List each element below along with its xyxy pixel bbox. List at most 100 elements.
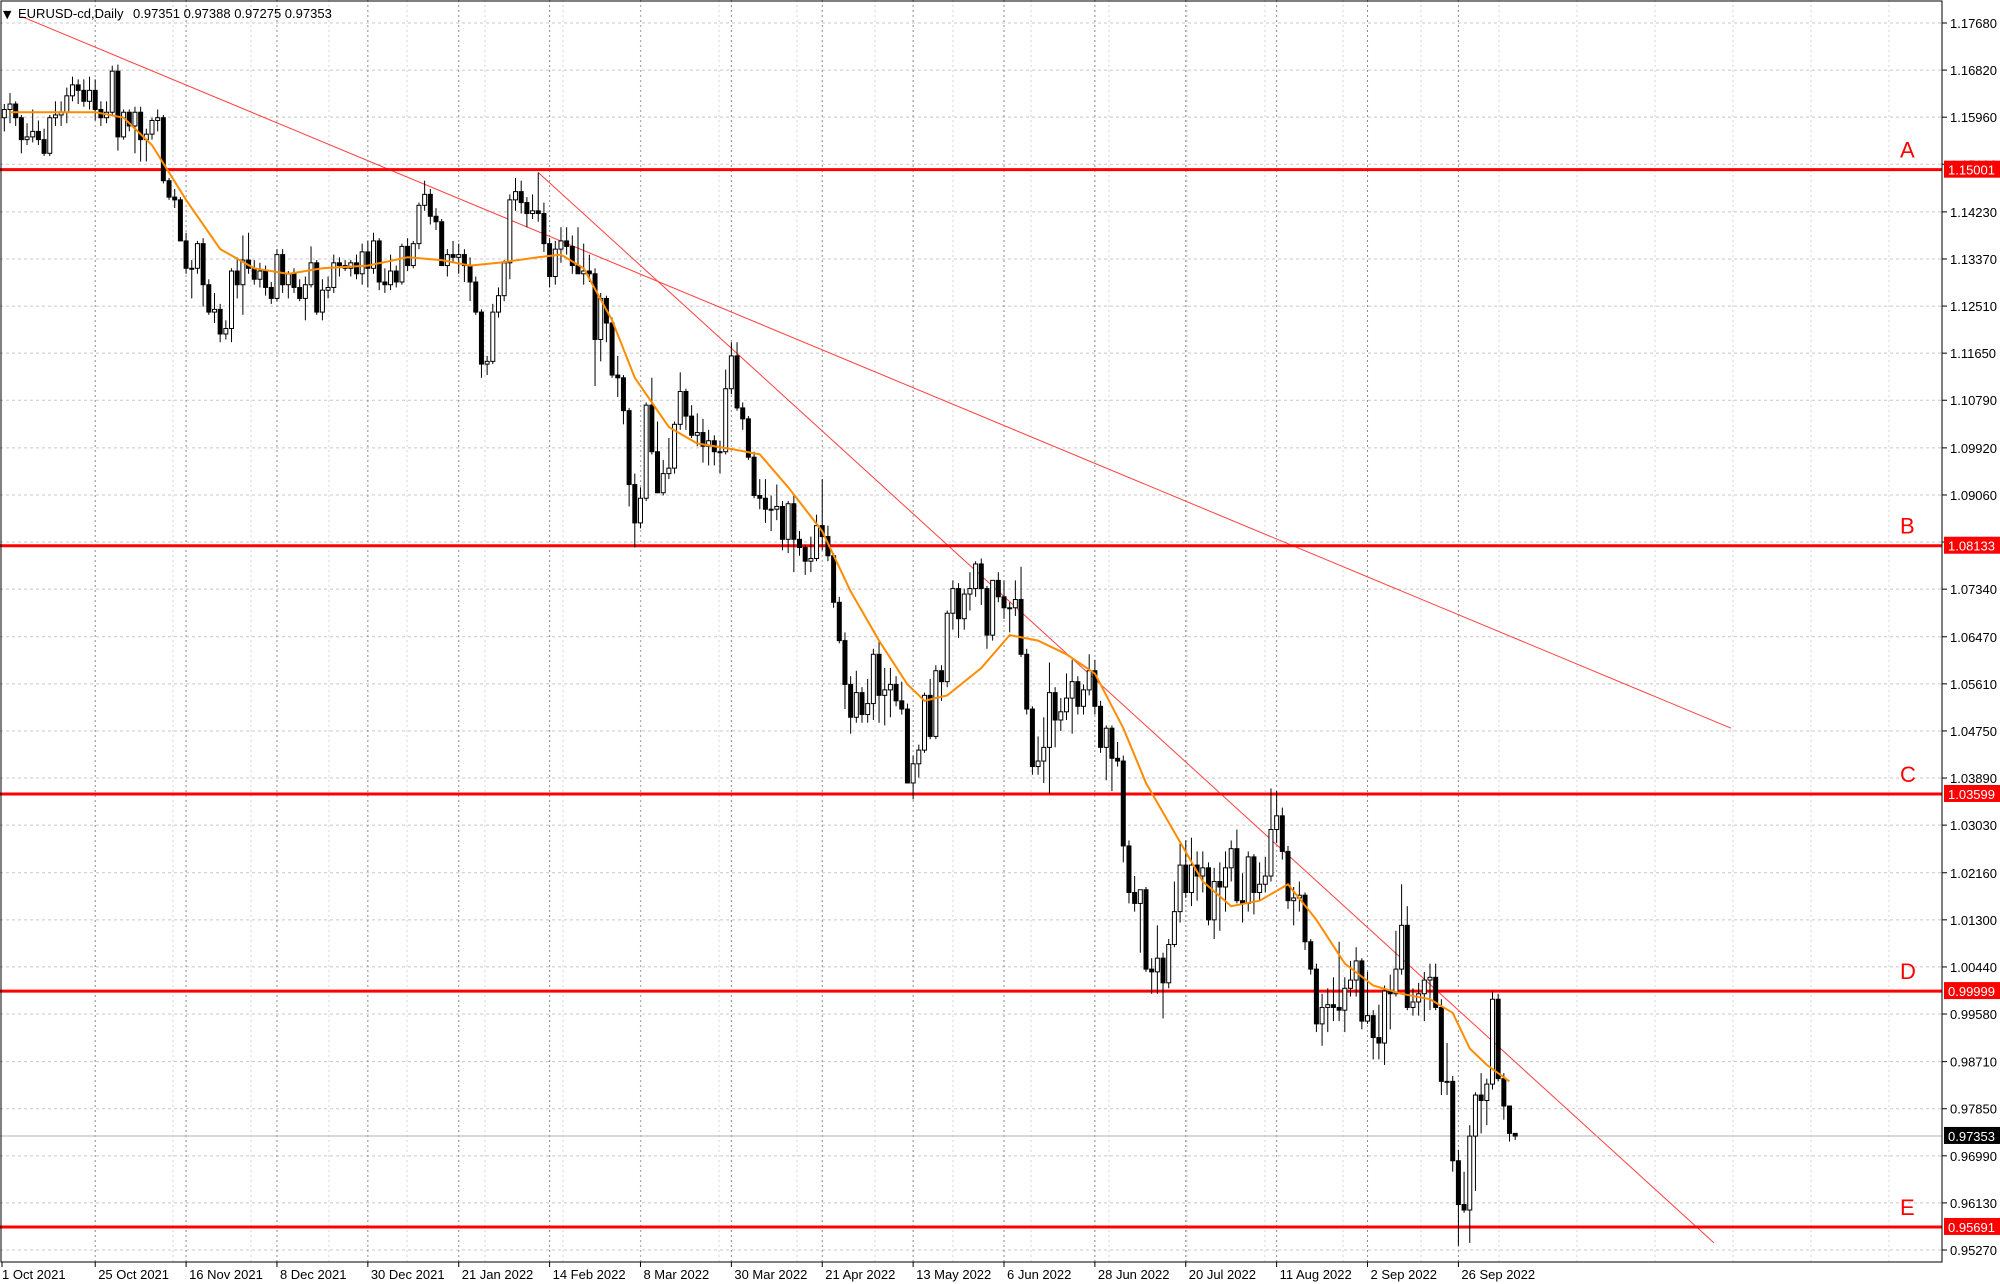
candle-body	[1143, 889, 1149, 970]
candle-body	[524, 202, 530, 215]
candle-body	[24, 136, 30, 141]
time-tick-label: 20 Jul 2022	[1189, 1267, 1256, 1282]
level-price-label: 0.95691	[1948, 1220, 1995, 1235]
candle-body	[47, 117, 53, 154]
level-name: D	[1900, 959, 1916, 984]
time-tick-label: 30 Mar 2022	[734, 1267, 807, 1282]
price-tick-label: 1.03890	[1950, 771, 1997, 786]
candle-body	[1046, 692, 1052, 748]
candle-body	[1319, 1006, 1325, 1025]
level-price-label: 1.08133	[1948, 539, 1995, 554]
candle-body	[371, 240, 377, 269]
moving-average-line	[10, 111, 1511, 1083]
level-price-tag	[1944, 1217, 2000, 1235]
candle-body	[433, 215, 439, 223]
triangle-down-icon[interactable]: ▼	[3, 8, 12, 21]
level-name: B	[1900, 514, 1915, 539]
price-tick-label: 0.96130	[1950, 1196, 1997, 1211]
candle-body	[155, 117, 161, 121]
candle-body	[166, 180, 172, 198]
candle-body	[194, 243, 200, 269]
candle-body	[1512, 1132, 1518, 1137]
candle-body	[1330, 1004, 1336, 1008]
candle-body	[1472, 1094, 1478, 1137]
level-price-label: 1.03599	[1948, 787, 1995, 802]
candle-body	[81, 89, 87, 102]
candle-body	[984, 588, 990, 636]
candle-body	[870, 653, 876, 705]
candle-body	[1001, 596, 1007, 609]
candle-body	[87, 89, 93, 102]
candle-body	[1370, 1015, 1376, 1039]
candle-body	[7, 103, 13, 111]
candle-body	[1183, 864, 1189, 893]
candle-body	[990, 579, 996, 636]
candle-body	[1404, 924, 1410, 1008]
price-tick-label: 1.14230	[1950, 205, 1997, 220]
time-tick-label: 2 Sep 2022	[1371, 1267, 1438, 1282]
candle-body	[592, 273, 598, 340]
level-name: E	[1900, 1195, 1915, 1220]
candle-body	[1160, 957, 1166, 984]
price-tick-label: 1.16820	[1950, 63, 1997, 78]
time-tick-label: 21 Apr 2022	[825, 1267, 895, 1282]
candle-body	[331, 262, 337, 288]
candle-body	[513, 191, 519, 201]
candle-body	[1052, 692, 1058, 721]
time-axis: 1 Oct 2021 25 Oct 2021 16 Nov 2021 8 Dec 20…	[1, 1262, 1535, 1282]
price-tick-label: 0.98710	[1950, 1055, 1997, 1070]
candle-body	[1507, 1105, 1513, 1134]
candle-body	[1109, 727, 1115, 759]
candle-body	[291, 273, 297, 288]
candle-body	[1098, 705, 1104, 748]
candle-body	[1132, 891, 1138, 904]
candle-body	[609, 322, 615, 376]
candle-body	[904, 708, 910, 784]
candle-body	[1399, 924, 1405, 970]
candle-body	[1035, 760, 1041, 768]
candle-body	[353, 262, 359, 275]
candle-body	[995, 579, 1001, 598]
candlesticks	[1, 64, 1518, 1246]
candle-body	[280, 254, 286, 286]
candle-body	[683, 390, 689, 417]
candle-body	[921, 694, 927, 751]
candle-body	[1069, 681, 1075, 699]
candle-body	[882, 689, 888, 696]
candle-body	[893, 683, 899, 702]
level-price-tag	[1944, 536, 2000, 554]
time-tick-label: 11 Aug 2022	[1280, 1267, 1352, 1282]
candle-body	[1450, 1080, 1456, 1162]
candle-body	[189, 267, 195, 270]
candle-body	[1103, 727, 1109, 748]
candle-body	[399, 245, 405, 283]
candle-body	[263, 270, 269, 288]
candle-body	[302, 284, 308, 299]
candle-body	[734, 355, 740, 409]
candle-body	[359, 251, 365, 275]
candle-body	[666, 467, 672, 475]
candle-body	[1461, 1204, 1467, 1211]
candle-body	[859, 692, 865, 716]
level-tags: 1.15001 1.08133 1.03599 0.99999 0.95691 0.973…	[1944, 160, 2000, 1235]
candle-body	[484, 360, 490, 365]
candle-body	[382, 281, 388, 286]
candle-body	[1041, 746, 1047, 762]
candle-body	[541, 213, 547, 245]
price-tick-label: 1.09920	[1950, 441, 1997, 456]
candle-body	[564, 240, 570, 247]
candle-body	[229, 270, 235, 330]
candle-body	[1291, 897, 1297, 902]
candle-body	[887, 683, 893, 691]
candle-body	[1137, 889, 1143, 904]
time-tick-label: 13 May 2022	[916, 1267, 991, 1282]
candle-body	[655, 451, 661, 494]
grid-lines	[0, 0, 1942, 1262]
candle-body	[18, 117, 24, 141]
candle-body	[75, 84, 81, 91]
price-tick-label: 1.13370	[1950, 252, 1997, 267]
candle-body	[853, 692, 859, 718]
candle-body	[1029, 708, 1035, 768]
